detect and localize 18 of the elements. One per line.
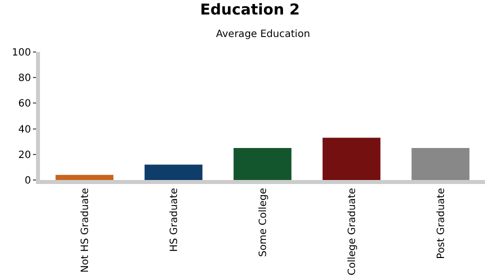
x-tick-label: College Graduate	[346, 188, 358, 276]
y-tick-label: 20	[18, 150, 31, 161]
bar	[412, 148, 470, 180]
bar	[322, 138, 380, 180]
chart-title: Education 2	[200, 0, 300, 19]
x-tick-label: Some College	[258, 188, 269, 257]
y-tick-label: 80	[18, 73, 31, 84]
y-tick-label: 100	[12, 48, 31, 58]
x-tick-label: Not HS Graduate	[80, 188, 91, 273]
bar	[234, 148, 292, 180]
x-tick-label: HS Graduate	[168, 188, 180, 252]
y-tick-label: 60	[18, 98, 31, 110]
y-tick-label: 40	[18, 124, 31, 136]
x-tick-label: Post Graduate	[436, 188, 447, 259]
bar	[56, 174, 114, 180]
bar	[144, 164, 202, 180]
chart-subtitle: Average Education	[216, 29, 310, 40]
y-tick-label: 0	[24, 176, 31, 186]
